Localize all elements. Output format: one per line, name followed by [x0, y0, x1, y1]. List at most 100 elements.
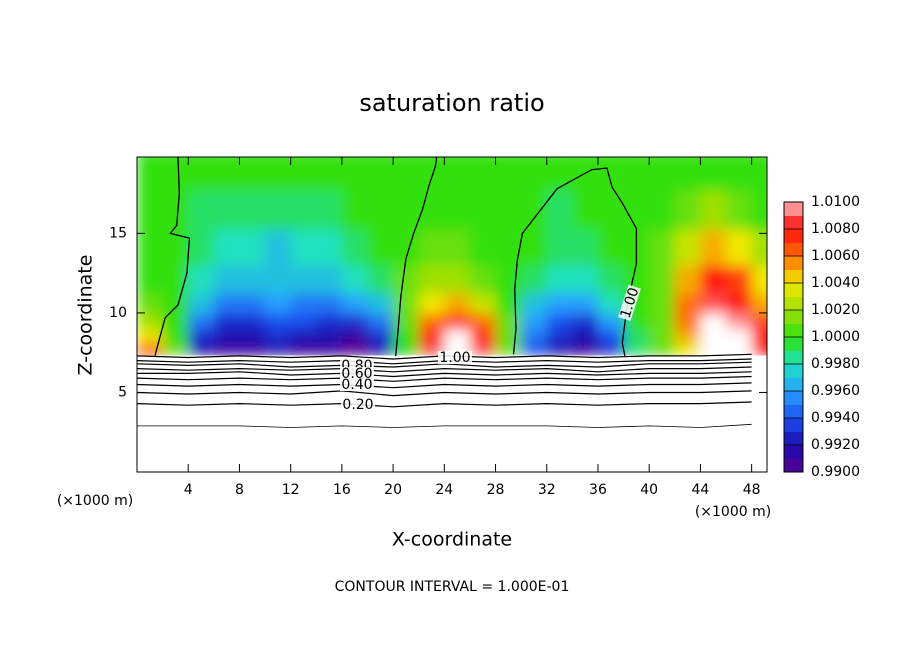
colorbar-tick-label: 0.9940: [811, 410, 860, 426]
field-cell: [290, 328, 317, 344]
field-cell: [469, 229, 497, 266]
contour-label: 0.40: [341, 377, 372, 393]
field-cell: [751, 265, 767, 294]
field-cell: [290, 342, 317, 356]
field-cell: [700, 328, 727, 344]
y-tick-label: 5: [118, 384, 127, 400]
field-cell: [162, 342, 189, 356]
x-tick-label: 44: [692, 482, 710, 498]
field-cell: [623, 157, 650, 191]
colorbar-band: [784, 269, 803, 284]
field-cell: [597, 229, 625, 266]
field-cell: [367, 157, 394, 191]
field-cell: [341, 229, 369, 266]
field-cell: [521, 293, 548, 314]
colorbar-tick-label: 1.0020: [811, 302, 860, 318]
field-cell: [137, 342, 164, 356]
field-cell: [649, 265, 676, 294]
colorbar-band: [784, 418, 803, 432]
field-cell: [162, 189, 189, 230]
colorbar-tick-label: 1.0100: [811, 194, 860, 210]
field-cell: [649, 157, 676, 191]
field-cell: [188, 293, 215, 314]
field-cell: [751, 328, 767, 344]
field-cell: [316, 342, 343, 356]
field-cell: [495, 293, 522, 314]
field-cell: [726, 328, 753, 344]
x-tick-label: 16: [333, 482, 351, 498]
field-cell: [649, 312, 676, 330]
field-cell: [546, 189, 573, 230]
field-cell: [341, 265, 369, 294]
x-tick-label: 48: [743, 482, 761, 498]
field-cell: [418, 293, 445, 314]
field-cell: [521, 189, 548, 230]
field-cell: [239, 293, 266, 314]
field-cell: [265, 328, 292, 344]
y-tick-label: 15: [109, 225, 127, 241]
field-cell: [444, 293, 471, 314]
x-tick-label: 28: [487, 482, 505, 498]
colorbar-band: [784, 283, 803, 297]
field-cell: [546, 265, 573, 294]
field-cell: [751, 342, 767, 356]
field-cell: [495, 157, 522, 191]
contour-line: [137, 382, 752, 389]
colorbar-band: [784, 242, 803, 257]
field-cell: [597, 312, 625, 330]
field-cell: [265, 312, 292, 330]
field-cell: [265, 189, 292, 230]
field-cell: [444, 157, 471, 191]
contour-label-group: 0.40: [340, 377, 374, 393]
field-cell: [751, 293, 767, 314]
field-cell: [674, 229, 702, 266]
field-cell: [265, 229, 292, 266]
field-cell: [597, 189, 625, 230]
field-cell: [649, 189, 676, 230]
field-cell: [674, 342, 702, 356]
field-cell: [444, 189, 471, 230]
plot-frame: [136, 156, 768, 473]
x-unit-label: (×1000 m): [57, 493, 133, 509]
field-cell: [700, 157, 727, 191]
colorbar-band: [784, 202, 803, 216]
field-cell: [213, 293, 241, 314]
field-cell: [726, 293, 753, 314]
field-cell: [367, 342, 394, 356]
x-tick-label: 20: [384, 482, 402, 498]
colorbar-band: [784, 229, 803, 243]
field-cell: [418, 157, 445, 191]
y-axis-label: Z-coordinate: [75, 255, 97, 376]
field-cell: [239, 328, 266, 344]
field-cell: [213, 328, 241, 344]
field-cell: [572, 328, 599, 344]
field-cell: [316, 265, 343, 294]
field-cell: [444, 229, 471, 266]
colorbar-band: [784, 256, 803, 270]
field-cell: [213, 265, 241, 294]
field-cell: [674, 189, 702, 230]
field-cell: [623, 342, 650, 356]
field-cell: [726, 229, 753, 266]
field-cell: [162, 293, 189, 314]
field-cell: [521, 229, 548, 266]
field-cell: [290, 157, 317, 191]
x-tick-label: 32: [538, 482, 556, 498]
field-cell: [393, 265, 420, 294]
field-cell: [469, 342, 497, 356]
field-cell: [137, 293, 164, 314]
y-tick-label: 10: [109, 305, 127, 321]
field-cell: [751, 157, 767, 191]
field-cell: [213, 342, 241, 356]
field-cell: [393, 328, 420, 344]
colorbar-band: [784, 323, 803, 338]
field-cell: [546, 328, 573, 344]
field-cell: [495, 328, 522, 344]
field-cell: [700, 229, 727, 266]
field-cell: [572, 342, 599, 356]
field-cell: [521, 312, 548, 330]
field-cell: [265, 157, 292, 191]
field-cell: [213, 229, 241, 266]
field-cell: [751, 312, 767, 330]
